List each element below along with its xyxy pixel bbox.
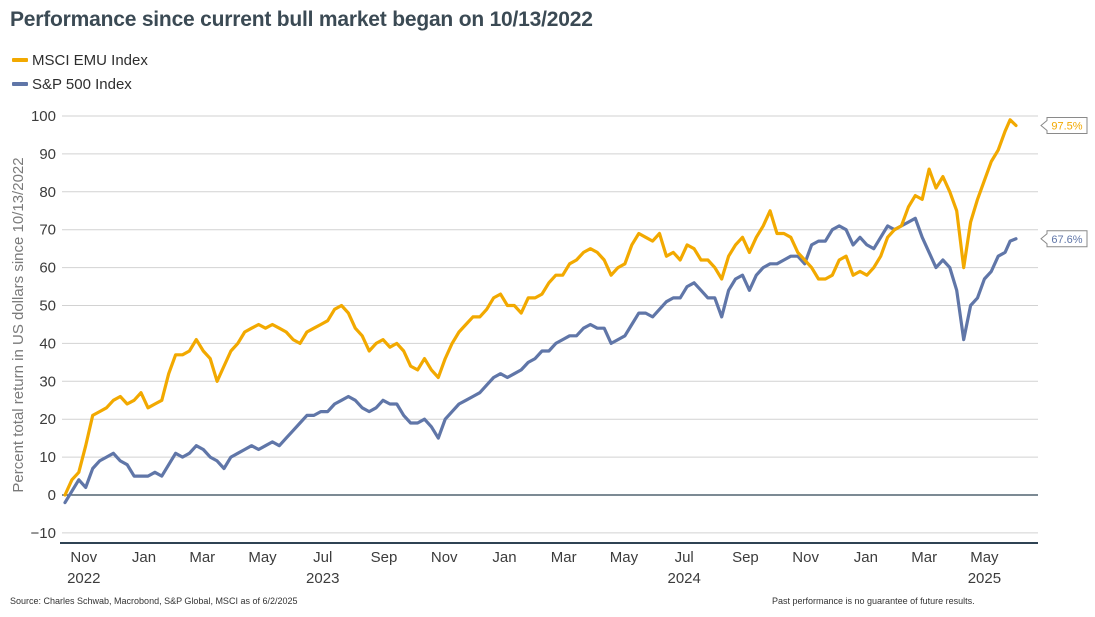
x-axis-ticks: Nov 2022 Jan Mar May Jul 2023 Sep Nov Jan Mar May Ju… xyxy=(67,549,1001,587)
x-tick-label: Mar xyxy=(189,549,215,566)
x-tick-year-label: 2025 xyxy=(968,570,1001,587)
end-label-box xyxy=(1040,230,1088,248)
y-tick-label: 20 xyxy=(39,411,56,428)
y-tick-label: 70 xyxy=(39,222,56,239)
x-tick-label: Jan xyxy=(132,549,156,566)
series-lines xyxy=(63,118,1018,505)
x-tick-label: Mar xyxy=(551,549,577,566)
x-tick-label: May xyxy=(248,549,277,566)
legend-item-sp500: S&P 500 Index xyxy=(12,72,148,96)
y-tick-label: −10 xyxy=(31,525,56,542)
y-tick-label: 10 xyxy=(39,449,56,466)
series-line-msci-emu-index xyxy=(63,118,1018,497)
y-tick-label: 80 xyxy=(39,184,56,201)
y-tick-label: 50 xyxy=(39,298,56,315)
y-tick-label: 30 xyxy=(39,373,56,390)
y-tick-label: 100 xyxy=(31,108,56,125)
chart-title: Performance since current bull market be… xyxy=(10,8,593,31)
legend: MSCI EMU Index S&P 500 Index xyxy=(12,48,148,96)
legend-label-sp500: S&P 500 Index xyxy=(32,75,132,93)
y-axis-ticks: −10 0 10 20 30 40 50 60 70 80 90 100 xyxy=(31,108,56,542)
y-tick-label: 90 xyxy=(39,146,56,163)
end-value-label: 67.6% xyxy=(1051,234,1082,246)
legend-item-msci-emu: MSCI EMU Index xyxy=(12,48,148,72)
x-tick-label: Jul xyxy=(313,549,332,566)
y-tick-label: 60 xyxy=(39,260,56,277)
legend-swatch-msci-emu xyxy=(12,58,28,62)
x-tick-label: Nov xyxy=(792,549,819,566)
end-label-box xyxy=(1040,116,1088,134)
x-tick-label: May xyxy=(610,549,639,566)
legend-swatch-sp500 xyxy=(12,82,28,86)
x-tick-label: Nov xyxy=(70,549,97,566)
disclaimer-note: Past performance is no guarantee of futu… xyxy=(772,596,975,606)
end-labels: 97.5% 67.6% xyxy=(1040,116,1088,248)
x-tick-year-label: 2024 xyxy=(667,570,700,587)
gridlines xyxy=(60,115,1038,544)
x-tick-year-label: 2023 xyxy=(306,570,339,587)
x-tick-label: May xyxy=(970,549,999,566)
x-tick-label: Jan xyxy=(492,549,516,566)
x-tick-label: Sep xyxy=(732,549,759,566)
end-value-label: 97.5% xyxy=(1051,120,1082,132)
x-tick-year-label: 2022 xyxy=(67,570,100,587)
y-tick-label: 40 xyxy=(39,335,56,352)
legend-label-msci-emu: MSCI EMU Index xyxy=(32,51,148,69)
x-tick-label: Nov xyxy=(431,549,458,566)
y-axis-label: Percent total return in US dollars since… xyxy=(10,157,27,492)
source-note: Source: Charles Schwab, Macrobond, S&P G… xyxy=(10,596,298,606)
y-tick-label: 0 xyxy=(48,487,56,504)
x-tick-label: Jul xyxy=(675,549,694,566)
x-tick-label: Sep xyxy=(371,549,398,566)
x-tick-label: Jan xyxy=(854,549,878,566)
series-line-s-p-500-index xyxy=(63,216,1018,505)
x-tick-label: Mar xyxy=(911,549,937,566)
